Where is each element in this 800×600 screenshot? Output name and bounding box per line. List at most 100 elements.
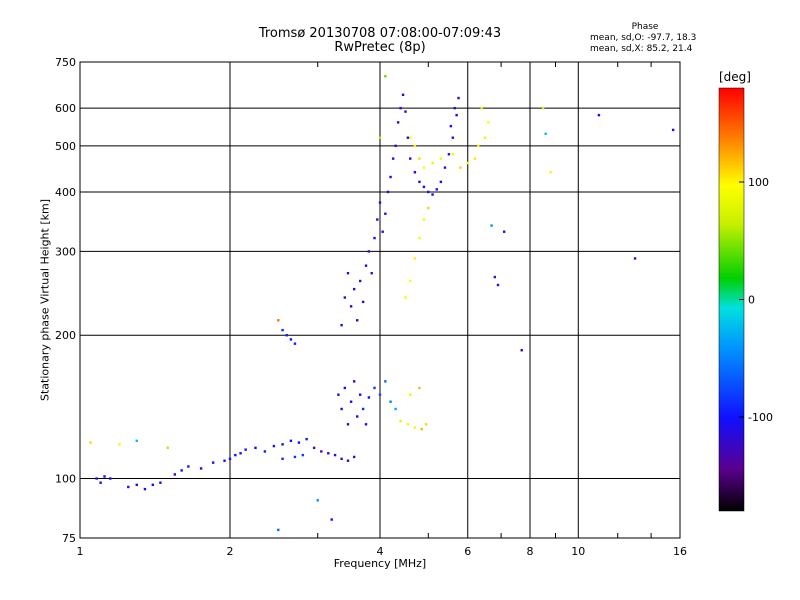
- data-point: [427, 190, 430, 194]
- data-point: [346, 272, 350, 275]
- data-point: [384, 380, 387, 383]
- data-point: [289, 338, 293, 341]
- data-point: [297, 441, 301, 444]
- data-point: [447, 153, 451, 156]
- data-point: [420, 427, 423, 431]
- data-point: [483, 136, 487, 139]
- x-tick-label: 6: [464, 545, 471, 558]
- data-point: [352, 455, 356, 459]
- data-point: [244, 448, 247, 451]
- data-point: [633, 257, 637, 260]
- colorbar-tick-label: -100: [748, 411, 773, 424]
- data-point: [376, 218, 379, 221]
- data-point: [409, 279, 412, 283]
- data-point: [180, 469, 183, 472]
- y-axis-ticks: 75 100 200 300 400 500 600 750: [55, 56, 76, 545]
- data-point: [544, 132, 547, 135]
- data-point: [406, 136, 410, 139]
- data-point: [358, 393, 362, 396]
- data-point: [384, 212, 387, 215]
- x-axis-ticks: 1 2 4 6 8 10 16: [77, 62, 687, 558]
- data-point: [358, 279, 362, 283]
- data-point: [394, 407, 397, 411]
- chart-title: Tromsø 20130708 07:08:00-07:09:43: [258, 26, 502, 41]
- data-point: [135, 439, 138, 443]
- data-point: [389, 175, 392, 179]
- y-tick-label: 100: [55, 473, 76, 486]
- data-point: [451, 136, 455, 139]
- data-point: [364, 423, 368, 426]
- data-point: [293, 342, 297, 345]
- data-point: [187, 465, 190, 468]
- data-point: [277, 319, 280, 322]
- x-tick-label: 16: [673, 545, 687, 558]
- data-point: [343, 386, 347, 390]
- data-point: [340, 407, 343, 411]
- data-point: [234, 453, 237, 457]
- y-tick-label: 300: [55, 245, 76, 258]
- data-point: [151, 483, 155, 487]
- colorbar-ticks: 100 0 -100: [739, 176, 773, 424]
- y-tick-label: 500: [55, 140, 76, 153]
- data-point: [378, 393, 382, 396]
- data-point: [361, 407, 365, 411]
- data-point: [443, 166, 447, 169]
- data-point: [340, 457, 343, 461]
- data-point: [473, 157, 477, 160]
- data-point: [487, 121, 490, 124]
- chart-subtitle: RwPretec (8p): [334, 40, 426, 55]
- data-point: [477, 144, 480, 148]
- x-axis-label: Frequency [MHz]: [333, 557, 427, 570]
- data-point: [384, 75, 387, 78]
- data-point: [346, 423, 350, 426]
- data-point: [367, 250, 371, 253]
- data-point: [418, 236, 421, 240]
- data-point: [409, 136, 412, 139]
- colorbar-tick-label: 100: [748, 176, 769, 189]
- data-point: [378, 136, 382, 139]
- data-point: [409, 393, 412, 396]
- data-point: [413, 426, 417, 429]
- data-point: [301, 453, 305, 457]
- data-point: [166, 446, 169, 450]
- phase-stats-legend: Phase mean, sd,O: -97.7, 18.3 mean, sd,X…: [590, 22, 700, 55]
- data-point: [381, 230, 384, 233]
- data-point: [289, 439, 293, 443]
- data-point: [378, 201, 382, 204]
- data-point: [502, 230, 506, 233]
- phase-stats-x-mode: mean, sd,X: 85.2, 21.4: [590, 44, 693, 54]
- data-point: [159, 481, 162, 484]
- phase-stats-heading: Phase: [631, 22, 659, 32]
- data-point: [330, 518, 333, 521]
- data-point: [466, 161, 469, 165]
- data-point: [277, 528, 280, 532]
- data-point: [409, 157, 412, 160]
- data-point: [399, 106, 402, 110]
- data-point: [431, 161, 434, 165]
- data-point: [389, 400, 392, 403]
- colorbar-tick-label: 0: [748, 294, 755, 307]
- data-point: [431, 193, 434, 196]
- data-point: [404, 110, 407, 113]
- data-point: [293, 455, 297, 459]
- data-point: [346, 459, 350, 462]
- data-point: [355, 415, 359, 418]
- data-point: [99, 481, 102, 484]
- data-point: [239, 452, 242, 455]
- data-point: [327, 452, 330, 455]
- data-point: [364, 264, 368, 267]
- data-point: [109, 477, 112, 480]
- plot-frame: [79, 61, 681, 539]
- data-point: [352, 287, 356, 291]
- data-point: [228, 457, 232, 461]
- data-point: [281, 328, 284, 332]
- data-point: [457, 96, 460, 100]
- data-point: [333, 453, 337, 457]
- x-tick-label: 4: [377, 545, 384, 558]
- data-point: [435, 188, 438, 191]
- data-point: [355, 319, 359, 322]
- data-point: [386, 190, 390, 194]
- data-point: [349, 400, 353, 403]
- data-point: [337, 393, 340, 396]
- data-point: [370, 272, 373, 275]
